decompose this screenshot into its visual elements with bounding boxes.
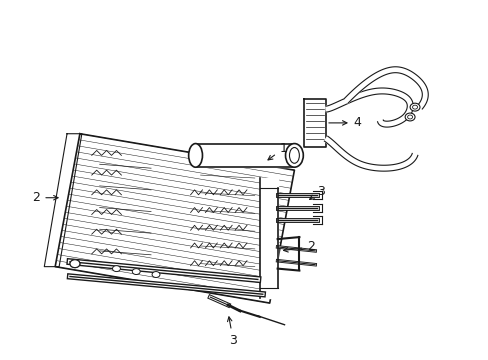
Polygon shape <box>259 178 277 298</box>
Ellipse shape <box>70 260 80 267</box>
Ellipse shape <box>132 269 140 275</box>
Text: 4: 4 <box>328 116 361 129</box>
Ellipse shape <box>405 113 414 121</box>
Text: 2: 2 <box>32 191 58 204</box>
Text: 1: 1 <box>267 142 287 160</box>
Polygon shape <box>304 99 325 147</box>
Ellipse shape <box>289 148 299 163</box>
Ellipse shape <box>188 144 202 167</box>
Ellipse shape <box>152 271 160 278</box>
Text: 3: 3 <box>227 317 237 347</box>
Ellipse shape <box>409 103 419 111</box>
Polygon shape <box>324 136 417 171</box>
Ellipse shape <box>407 115 412 119</box>
Polygon shape <box>55 134 294 303</box>
Ellipse shape <box>412 105 417 109</box>
Polygon shape <box>325 88 412 127</box>
Ellipse shape <box>70 260 80 267</box>
Text: 3: 3 <box>309 185 325 199</box>
Polygon shape <box>44 134 81 267</box>
Text: 2: 2 <box>283 240 314 253</box>
Ellipse shape <box>112 266 120 271</box>
Ellipse shape <box>285 144 303 167</box>
Polygon shape <box>343 67 427 109</box>
